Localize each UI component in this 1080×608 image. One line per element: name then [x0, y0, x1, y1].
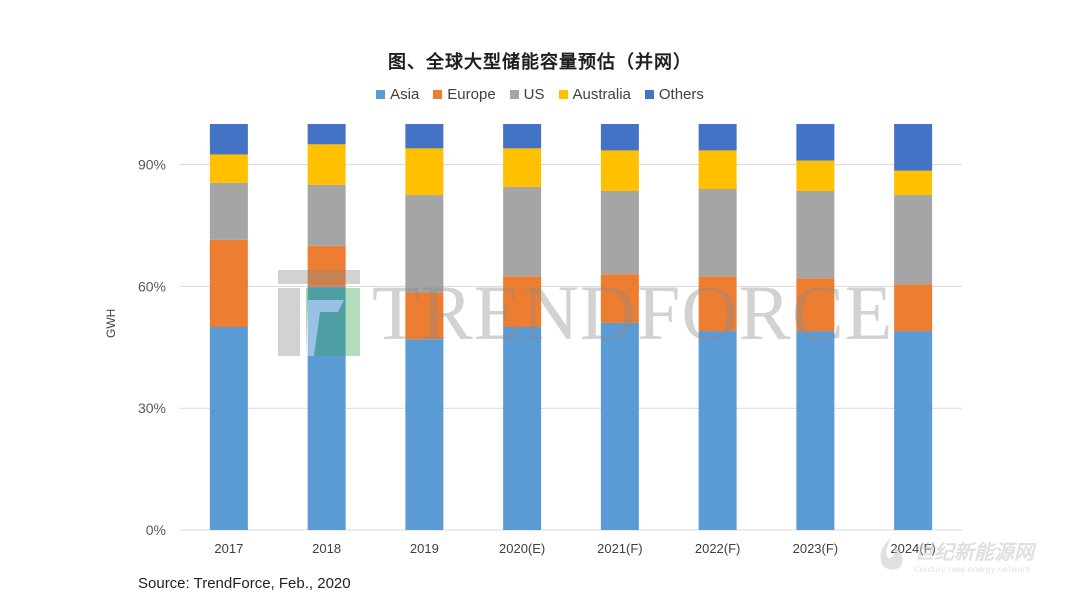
source-note: Source: TrendForce, Feb., 2020	[138, 575, 351, 592]
x-tick-label: 2019	[410, 541, 439, 556]
bar-segment	[796, 278, 835, 332]
bar-segment	[600, 124, 639, 151]
bar-segment	[209, 239, 248, 327]
legend-item: Australia	[558, 86, 631, 103]
bar-segment	[600, 274, 639, 323]
legend-label: Australia	[572, 86, 631, 103]
bar-segment	[405, 292, 444, 340]
bar-segment	[894, 124, 933, 171]
bar-segment	[405, 148, 444, 196]
legend-swatch	[558, 90, 568, 99]
bar-segment	[698, 188, 737, 277]
bar-segment	[307, 245, 346, 287]
corner-logo-text: 世纪新能源网	[914, 540, 1034, 564]
bar-segment	[698, 331, 737, 530]
x-tick-label: 2023(F)	[793, 541, 839, 556]
bar-segment	[503, 148, 542, 187]
bar-segment	[600, 150, 639, 191]
corner-logo: 世纪新能源网 Century new energy network	[872, 536, 1034, 574]
y-tick-label: 30%	[138, 400, 166, 416]
bar-segment	[307, 124, 346, 145]
legend-swatch	[376, 90, 386, 99]
bar-segment	[307, 144, 346, 185]
x-tick-label: 2018	[312, 541, 341, 556]
legend-item: Europe	[433, 86, 496, 103]
bar-segment	[307, 184, 346, 246]
chart-title: 图、全球大型储能容量预估（并网）	[388, 52, 692, 73]
bar-segment	[405, 124, 444, 149]
legend-swatch	[644, 90, 654, 99]
y-tick-label: 0%	[146, 522, 166, 538]
legend-label: US	[523, 86, 545, 103]
legend-label: Others	[658, 86, 704, 103]
legend-label: Asia	[390, 86, 420, 103]
bar-segment	[405, 195, 444, 293]
bar-segment	[600, 190, 639, 275]
legend-label: Europe	[447, 86, 496, 103]
bar-segment	[796, 124, 835, 161]
bar-segment	[796, 331, 835, 530]
bar-segment	[796, 190, 835, 279]
bar-segment	[405, 339, 444, 530]
bar-segment	[503, 186, 542, 277]
bar-segment	[796, 160, 835, 191]
legend-item: US	[509, 86, 545, 103]
bar-segment	[209, 182, 248, 240]
flame-logo-icon	[880, 538, 903, 570]
legend-swatch	[509, 90, 519, 99]
legend-item: Asia	[376, 86, 419, 103]
chart-legend: Asia Europe US Australia Others	[0, 86, 1080, 103]
bar-segment	[698, 124, 737, 151]
bar-segment	[209, 124, 248, 155]
bar-segment	[698, 276, 737, 332]
x-tick-label: 2017	[214, 541, 243, 556]
legend-swatch	[433, 90, 443, 99]
x-tick-label: 2024(F)	[890, 541, 936, 556]
bar-segment	[503, 276, 542, 327]
legend-item: Others	[644, 86, 704, 103]
bar-segment	[698, 150, 737, 189]
bar-segment	[894, 195, 933, 285]
bar-segment	[307, 286, 346, 530]
bar-segment	[894, 331, 933, 530]
corner-logo-subtext: Century new energy network	[914, 565, 1031, 574]
bar-segment	[503, 327, 542, 530]
bar-segment	[209, 154, 248, 183]
x-tick-label: 2021(F)	[597, 541, 643, 556]
x-tick-label: 2022(F)	[695, 541, 741, 556]
bar-segment	[503, 124, 542, 149]
x-tick-label: 2020(E)	[499, 541, 545, 556]
y-tick-label: 60%	[138, 278, 166, 294]
y-tick-label: 90%	[138, 157, 166, 173]
bar-segment	[209, 327, 248, 530]
bar-segment	[894, 170, 933, 196]
bar-segment	[894, 284, 933, 332]
bar-segment	[600, 322, 639, 530]
